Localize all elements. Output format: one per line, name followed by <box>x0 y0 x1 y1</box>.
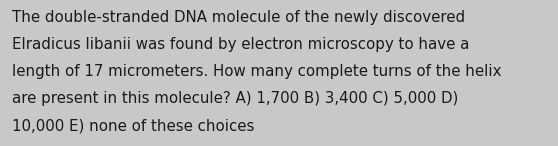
Text: are present in this molecule? A) 1,700 B) 3,400 C) 5,000 D): are present in this molecule? A) 1,700 B… <box>12 91 459 106</box>
Text: length of 17 micrometers. How many complete turns of the helix: length of 17 micrometers. How many compl… <box>12 64 502 79</box>
Text: The double-stranded DNA molecule of the newly discovered: The double-stranded DNA molecule of the … <box>12 10 465 25</box>
Text: 10,000 E) none of these choices: 10,000 E) none of these choices <box>12 118 254 133</box>
Text: Elradicus libanii was found by electron microscopy to have a: Elradicus libanii was found by electron … <box>12 37 470 52</box>
